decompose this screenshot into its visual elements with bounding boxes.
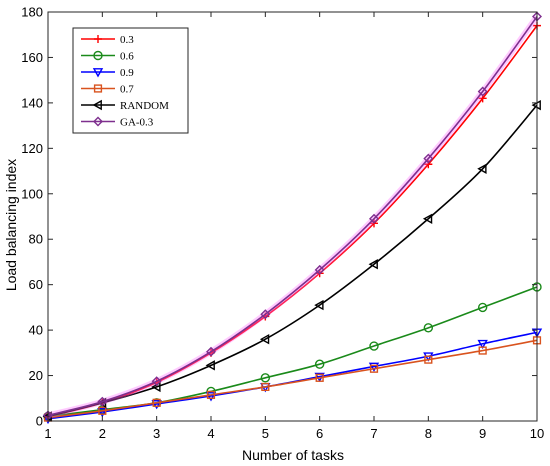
data-point (422, 213, 433, 224)
axes (47, 11, 538, 422)
series-0-7 (43, 336, 542, 422)
data-point (93, 50, 103, 61)
x-tick-label: 9 (479, 426, 486, 441)
axes-box (47, 11, 538, 422)
data-point (94, 35, 102, 43)
series-ga-0-3 (43, 11, 542, 421)
x-tick-label: 1 (44, 426, 51, 441)
data-point (93, 116, 103, 127)
y-tick-label: 120 (21, 141, 43, 156)
y-tick-label: 100 (21, 186, 43, 201)
data-point (369, 364, 379, 373)
data-point (206, 390, 216, 399)
data-point (97, 396, 108, 407)
data-point (369, 341, 379, 351)
x-tick-label: 3 (153, 426, 160, 441)
data-point (151, 376, 162, 387)
data-point (260, 373, 271, 383)
data-point (98, 406, 107, 415)
series-line (47, 339, 538, 419)
data-point (205, 392, 217, 402)
series-line (47, 104, 538, 418)
data-point (206, 346, 216, 357)
legend-entry: RANDOM (81, 99, 169, 112)
data-point (93, 84, 103, 93)
data-point (314, 299, 324, 311)
y-tick-label: 80 (29, 232, 43, 247)
legend-label: 0.7 (120, 84, 134, 96)
data-point (423, 323, 434, 333)
y-tick-label: 180 (21, 5, 43, 20)
legend-label: RANDOM (120, 100, 169, 112)
x-axis-label: Number of tasks (242, 447, 344, 463)
legend-entry: 0.6 (81, 51, 134, 63)
data-point (314, 359, 325, 369)
y-tick-label: 160 (21, 50, 43, 65)
series-line (47, 25, 538, 418)
data-point (368, 362, 380, 372)
legend-label: 0.3 (120, 34, 134, 46)
legend-box (72, 27, 189, 134)
data-point (92, 68, 104, 78)
legend-label: 0.6 (120, 51, 134, 63)
data-point (205, 360, 215, 371)
data-point (478, 346, 487, 355)
data-point (260, 309, 271, 320)
y-tick-label: 140 (21, 95, 43, 110)
y-tick-label: 20 (29, 368, 43, 383)
data-point (368, 259, 378, 270)
data-point (259, 334, 270, 345)
data-point (315, 373, 324, 382)
data-point (477, 86, 488, 97)
data-point (424, 355, 433, 364)
legend: 0.3 0.6 0.9 0.7 RANDOM GA-0.3 (72, 27, 189, 134)
y-axis-label: Load balancing index (3, 159, 19, 291)
legend-entry: 0.9 (81, 67, 134, 79)
legend-label: 0.9 (120, 67, 134, 79)
data-point (314, 264, 325, 275)
legend-label: GA-0.3 (120, 117, 154, 129)
data-point (92, 99, 102, 111)
x-tick-label: 5 (262, 426, 269, 441)
x-tick-label: 7 (370, 426, 377, 441)
data-point (97, 408, 108, 418)
data-point (477, 163, 487, 174)
y-tick-label: 60 (29, 277, 43, 292)
x-tick-label: 6 (316, 426, 323, 441)
x-tick-label: 8 (425, 426, 432, 441)
x-tick-label: 4 (207, 426, 214, 441)
data-point (151, 400, 162, 410)
data-point (261, 382, 270, 392)
data-point (152, 398, 161, 407)
legend-entry: GA-0.3 (81, 117, 154, 129)
legend-entry: 0.3 (81, 34, 134, 46)
legend-entry: 0.7 (81, 84, 134, 96)
series-line (47, 16, 538, 417)
x-tick-label: 2 (99, 426, 106, 441)
y-tick-label: 40 (29, 323, 43, 338)
data-point (423, 153, 434, 164)
data-point (477, 339, 488, 350)
y-tick-label: 0 (36, 414, 43, 429)
data-point (477, 302, 488, 313)
data-point (369, 213, 379, 224)
x-tick-label: 10 (530, 426, 544, 441)
